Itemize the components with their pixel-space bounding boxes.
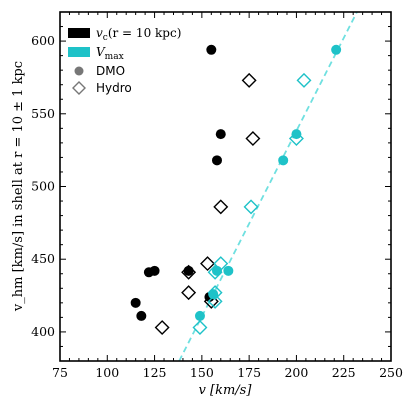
legend-swatch-vmax	[68, 47, 90, 57]
data-point	[331, 44, 342, 55]
x-tick-label: 225	[332, 365, 356, 380]
ticks-layer	[59, 11, 392, 362]
data-point	[296, 72, 312, 88]
legend-label-hydro: Hydro	[96, 81, 132, 95]
x-tick-label: 100	[95, 365, 119, 380]
data-point	[207, 285, 223, 301]
data-point	[241, 72, 257, 88]
data-points-layer	[130, 44, 342, 336]
reference-line	[178, 12, 358, 361]
legend-swatch-vc	[68, 28, 90, 38]
data-point	[213, 256, 229, 272]
x-axis-title: v [km/s]	[199, 383, 253, 398]
legend-label-dmo: DMO	[96, 64, 125, 78]
x-tick-label: 175	[237, 365, 261, 380]
data-point	[215, 129, 226, 140]
data-point	[211, 155, 222, 166]
data-point	[291, 129, 302, 140]
data-point	[207, 264, 223, 280]
y-axis-title: v_hm [km/s] in shell at r = 10 ± 1 kpc	[11, 61, 26, 312]
legend-marker-dmo	[74, 66, 84, 76]
x-tick-label: 75	[52, 365, 68, 380]
y-tick-label: 450	[31, 251, 55, 266]
data-point	[278, 155, 289, 166]
reference-line-layer	[178, 12, 358, 361]
data-point	[194, 310, 205, 321]
data-point	[288, 131, 304, 147]
x-tick-label: 150	[190, 365, 214, 380]
data-point	[181, 285, 197, 301]
data-point	[130, 297, 141, 308]
data-point	[136, 310, 147, 321]
y-tick-label: 600	[31, 33, 55, 48]
data-point	[192, 320, 208, 336]
legend-label-vmax: Vmax	[96, 45, 124, 62]
data-point	[206, 44, 217, 55]
data-point	[223, 265, 234, 276]
y-tick-label: 400	[31, 324, 55, 339]
data-point	[243, 199, 259, 215]
data-point	[213, 199, 229, 215]
data-point	[154, 320, 170, 336]
data-point	[207, 293, 223, 309]
y-tick-label: 500	[31, 179, 55, 194]
legend: vc(r = 10 kpc) Vmax DMO Hydro	[68, 26, 181, 95]
x-axis-symbol: v [km/s]	[199, 383, 253, 398]
x-tick-label: 125	[143, 365, 167, 380]
x-tick-label: 200	[284, 365, 308, 380]
legend-marker-hydro	[72, 81, 86, 95]
data-point	[181, 264, 197, 280]
y-tick-label: 550	[31, 106, 55, 121]
data-point	[208, 289, 219, 300]
x-tick-label: 250	[379, 365, 403, 380]
data-point	[143, 267, 154, 278]
data-point	[200, 256, 216, 272]
legend-label-vc: vc(r = 10 kpc)	[96, 26, 181, 43]
tick-labels-layer: 75 100 125 150 175 200 225 250 400 450 500 550 600	[31, 33, 403, 380]
data-point	[245, 131, 261, 147]
